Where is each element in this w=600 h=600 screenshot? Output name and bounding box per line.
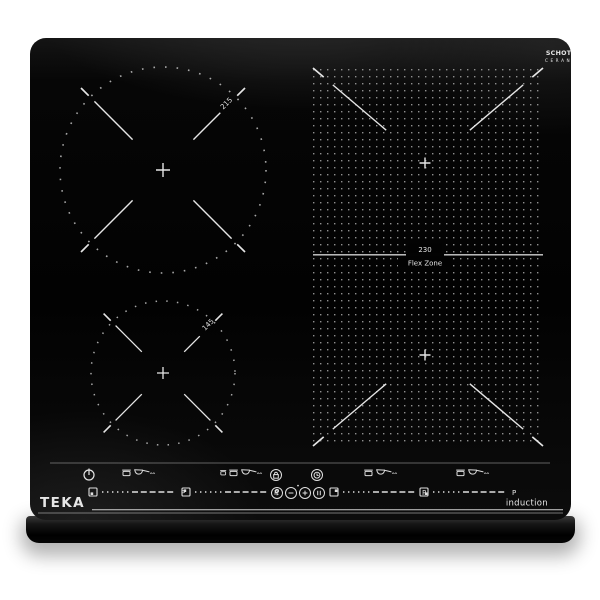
zone-cross-icon (103, 313, 223, 433)
schott-line: SCHOTT (546, 50, 571, 57)
cookware-icons-zone2 (219, 469, 263, 477)
zone-dotted-ring (59, 66, 267, 274)
timer-icon (313, 471, 321, 479)
schott-ceran-logo: SCHOTT C E R A N ® (545, 50, 571, 63)
pan-icon (240, 469, 263, 475)
zone-indicator-icon (419, 487, 429, 497)
front-trim-lines (38, 509, 563, 514)
pan-icon (375, 469, 398, 475)
lock-button[interactable] (270, 469, 282, 481)
ceran-line: C E R A N ® (545, 58, 571, 63)
flex-zone: 230 Flex Zone (312, 67, 544, 447)
zone-indicator-icon (88, 487, 98, 497)
power-slider-4[interactable]: P (419, 487, 516, 497)
key-lock-button[interactable] (271, 487, 283, 499)
induction-hob: 215 145 (30, 38, 571, 520)
zone-cross-icon (80, 87, 246, 253)
pan-icon (133, 469, 156, 475)
flex-diameter-label: 230 (418, 246, 431, 254)
pan-icon (467, 469, 490, 475)
lock-icon (273, 474, 279, 479)
zone-front-left: 145 (90, 300, 236, 446)
cookware-icons-zone3 (363, 469, 398, 477)
zone-center-plus-icon (156, 163, 170, 177)
pot-icon (455, 469, 466, 477)
boost-label: P (181, 489, 185, 497)
power-slider-3[interactable]: P (329, 487, 426, 497)
function-buttons (270, 469, 325, 499)
boost-label: P (274, 489, 278, 497)
zone-diameter-label: 215 (219, 96, 234, 111)
power-button[interactable] (83, 468, 95, 481)
flex-lower-cross-icon (312, 349, 544, 447)
zone-center-plus-icon (157, 367, 169, 379)
zone-diameter-label: 145 (201, 317, 216, 332)
zone-back-left: 215 (59, 66, 267, 274)
boost-label: P (512, 489, 516, 497)
plus-icon (302, 490, 308, 496)
power-slider-2[interactable]: P (181, 487, 278, 497)
hob-front-edge (26, 516, 575, 543)
indicator-dot (297, 484, 299, 487)
timer-button[interactable] (311, 469, 323, 481)
boost-label: P (422, 489, 426, 497)
pot-icon (228, 469, 239, 477)
pot-icon (121, 469, 132, 477)
flex-zone-name-label: Flex Zone (408, 260, 442, 268)
pause-button[interactable] (313, 487, 325, 499)
zone-center-plus-icon (419, 157, 431, 169)
pot-icon (363, 469, 374, 477)
cookware-icons-zone1 (121, 469, 156, 477)
plus-button[interactable] (299, 487, 311, 499)
zone-dotted-ring (90, 300, 236, 446)
brand-logo: TEKA (40, 495, 85, 511)
cookware-icons-zone4 (455, 469, 490, 477)
zone-center-plus-icon (419, 349, 431, 361)
pause-icon (317, 490, 321, 496)
small-pot-icon (219, 470, 227, 476)
minus-button[interactable] (285, 487, 297, 499)
control-panel: P P (50, 462, 550, 499)
flex-divider: 230 Flex Zone (313, 243, 543, 268)
zone-indicator-icon (329, 487, 339, 497)
induction-label: induction (506, 499, 548, 509)
flex-upper-cross-icon (312, 67, 544, 169)
zone-indicator-icon (181, 487, 191, 497)
power-slider-1[interactable]: P (88, 487, 185, 497)
glass-surface: 215 145 (38, 50, 571, 514)
